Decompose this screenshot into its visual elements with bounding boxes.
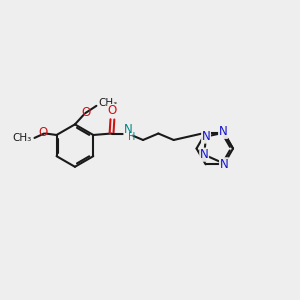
Text: N: N	[124, 124, 132, 136]
Text: N: N	[200, 148, 208, 161]
Text: N: N	[220, 158, 228, 171]
Text: N: N	[202, 130, 210, 143]
Text: O: O	[108, 104, 117, 117]
Text: CH₃: CH₃	[98, 98, 117, 108]
Text: CH₃: CH₃	[12, 133, 31, 142]
Text: O: O	[81, 106, 90, 118]
Text: O: O	[39, 126, 48, 139]
Text: N: N	[219, 125, 227, 138]
Text: H: H	[128, 132, 135, 142]
